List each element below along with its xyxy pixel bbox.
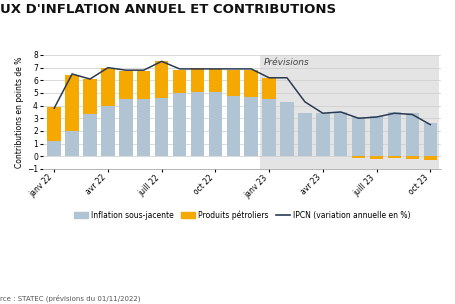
Bar	[351, 117, 364, 156]
Text: rce : STATEC (prévisions du 01/11/2022): rce : STATEC (prévisions du 01/11/2022)	[0, 295, 140, 302]
Bar	[405, 156, 418, 159]
Bar	[47, 107, 61, 141]
Bar	[208, 92, 222, 156]
Bar	[244, 97, 258, 156]
Bar	[101, 105, 114, 156]
Bar	[119, 71, 132, 99]
Bar	[136, 99, 150, 156]
Bar	[369, 116, 382, 156]
Bar	[172, 93, 186, 156]
Bar	[65, 75, 79, 131]
Bar	[262, 78, 275, 99]
Bar	[259, 55, 438, 169]
Bar	[136, 71, 150, 99]
Bar	[244, 70, 258, 97]
Legend: Inflation sous-jacente, Produits pétroliers, IPCN (variation annuelle en %): Inflation sous-jacente, Produits pétroli…	[71, 207, 413, 223]
Bar	[387, 156, 400, 157]
Bar	[298, 113, 311, 156]
Bar	[226, 70, 239, 95]
Bar	[47, 141, 61, 156]
Y-axis label: Contributions en points de %: Contributions en points de %	[15, 56, 24, 168]
Bar	[190, 92, 204, 156]
Bar	[155, 98, 168, 156]
Bar	[83, 115, 96, 156]
Bar	[155, 61, 168, 98]
Bar	[405, 113, 418, 156]
Bar	[423, 156, 436, 160]
Bar	[101, 68, 114, 105]
Bar	[208, 69, 222, 92]
Text: UX D'INFLATION ANNUEL ET CONTRIBUTIONS: UX D'INFLATION ANNUEL ET CONTRIBUTIONS	[0, 3, 335, 16]
Bar	[280, 102, 293, 156]
Bar	[351, 156, 364, 157]
Bar	[190, 68, 204, 92]
Bar	[119, 99, 132, 156]
Text: Prévisions: Prévisions	[263, 58, 309, 67]
Bar	[83, 79, 96, 115]
Bar	[226, 95, 239, 156]
Bar	[387, 112, 400, 156]
Bar	[262, 99, 275, 156]
Bar	[333, 112, 347, 156]
Bar	[315, 113, 329, 156]
Bar	[369, 156, 382, 159]
Bar	[423, 123, 436, 156]
Bar	[172, 70, 186, 93]
Bar	[65, 131, 79, 156]
